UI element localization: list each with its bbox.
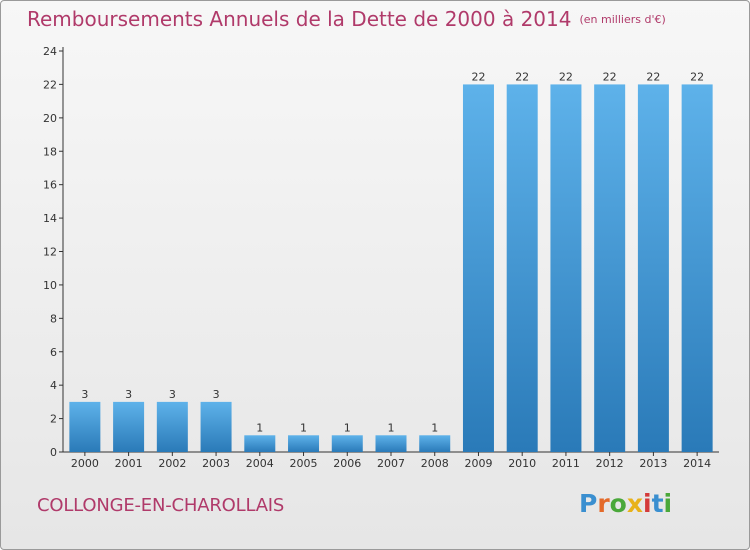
bar-value-label: 22 (559, 70, 573, 83)
x-tick-label: 2007 (377, 457, 405, 470)
proxiti-logo: Proxiti (579, 489, 672, 518)
x-tick-label: 2005 (290, 457, 318, 470)
y-tick-label: 24 (43, 45, 57, 58)
bar (637, 84, 669, 453)
bar (375, 435, 407, 452)
chart-title-text: Remboursements Annuels de la Dette de 20… (27, 7, 572, 31)
logo-letter: r (597, 489, 610, 518)
logo-letter: x (626, 489, 643, 518)
bar (288, 435, 320, 452)
bar (200, 401, 232, 452)
bar-value-label: 1 (300, 421, 307, 434)
x-tick-label: 2009 (464, 457, 492, 470)
logo-letter: i (643, 489, 652, 518)
x-tick-label: 2011 (552, 457, 580, 470)
bar-value-label: 22 (646, 70, 660, 83)
y-tick-label: 0 (50, 446, 57, 459)
bar-value-label: 3 (169, 388, 176, 401)
bar (681, 84, 713, 453)
bar (244, 435, 276, 452)
bar-value-label: 1 (256, 421, 263, 434)
bar (69, 401, 101, 452)
chart-unit-label: (en milliers d'€) (579, 13, 666, 26)
bar-value-label: 1 (388, 421, 395, 434)
x-tick-label: 2010 (508, 457, 536, 470)
x-tick-label: 2004 (246, 457, 274, 470)
bar-value-label: 3 (81, 388, 88, 401)
x-tick-label: 2014 (683, 457, 711, 470)
bar-value-label: 22 (603, 70, 617, 83)
y-tick-label: 16 (43, 179, 57, 192)
bar-value-label: 1 (344, 421, 351, 434)
bar (113, 401, 145, 452)
bar-value-label: 22 (515, 70, 529, 83)
y-tick-label: 18 (43, 145, 57, 158)
y-tick-label: 14 (43, 212, 57, 225)
y-tick-label: 20 (43, 112, 57, 125)
bar (550, 84, 582, 453)
bar-value-label: 22 (471, 70, 485, 83)
x-tick-label: 2008 (421, 457, 449, 470)
y-tick-label: 2 (50, 413, 57, 426)
y-tick-label: 22 (43, 78, 57, 91)
bar-value-label: 3 (213, 388, 220, 401)
x-tick-label: 2001 (115, 457, 143, 470)
bar (156, 401, 188, 452)
x-tick-label: 2003 (202, 457, 230, 470)
x-tick-label: 2002 (158, 457, 186, 470)
bar (506, 84, 538, 453)
logo-letter: t (651, 489, 664, 518)
bar-value-label: 22 (690, 70, 704, 83)
bar (331, 435, 363, 452)
y-tick-label: 12 (43, 246, 57, 259)
bar (462, 84, 494, 453)
commune-name: COLLONGE-EN-CHAROLLAIS (37, 495, 285, 516)
x-tick-label: 2006 (333, 457, 361, 470)
y-tick-label: 6 (50, 346, 57, 359)
bar-value-label: 3 (125, 388, 132, 401)
bar-value-label: 1 (431, 421, 438, 434)
logo-letter: i (663, 489, 673, 518)
y-tick-label: 10 (43, 279, 57, 292)
bar (594, 84, 626, 453)
bar (419, 435, 451, 452)
logo-letter: o (609, 489, 627, 518)
chart-title: Remboursements Annuels de la Dette de 20… (27, 7, 666, 31)
y-tick-label: 8 (50, 312, 57, 325)
logo-letter: P (579, 489, 598, 518)
y-tick-label: 4 (50, 379, 57, 392)
x-tick-label: 2012 (596, 457, 624, 470)
x-tick-label: 2000 (71, 457, 99, 470)
x-tick-label: 2013 (639, 457, 667, 470)
